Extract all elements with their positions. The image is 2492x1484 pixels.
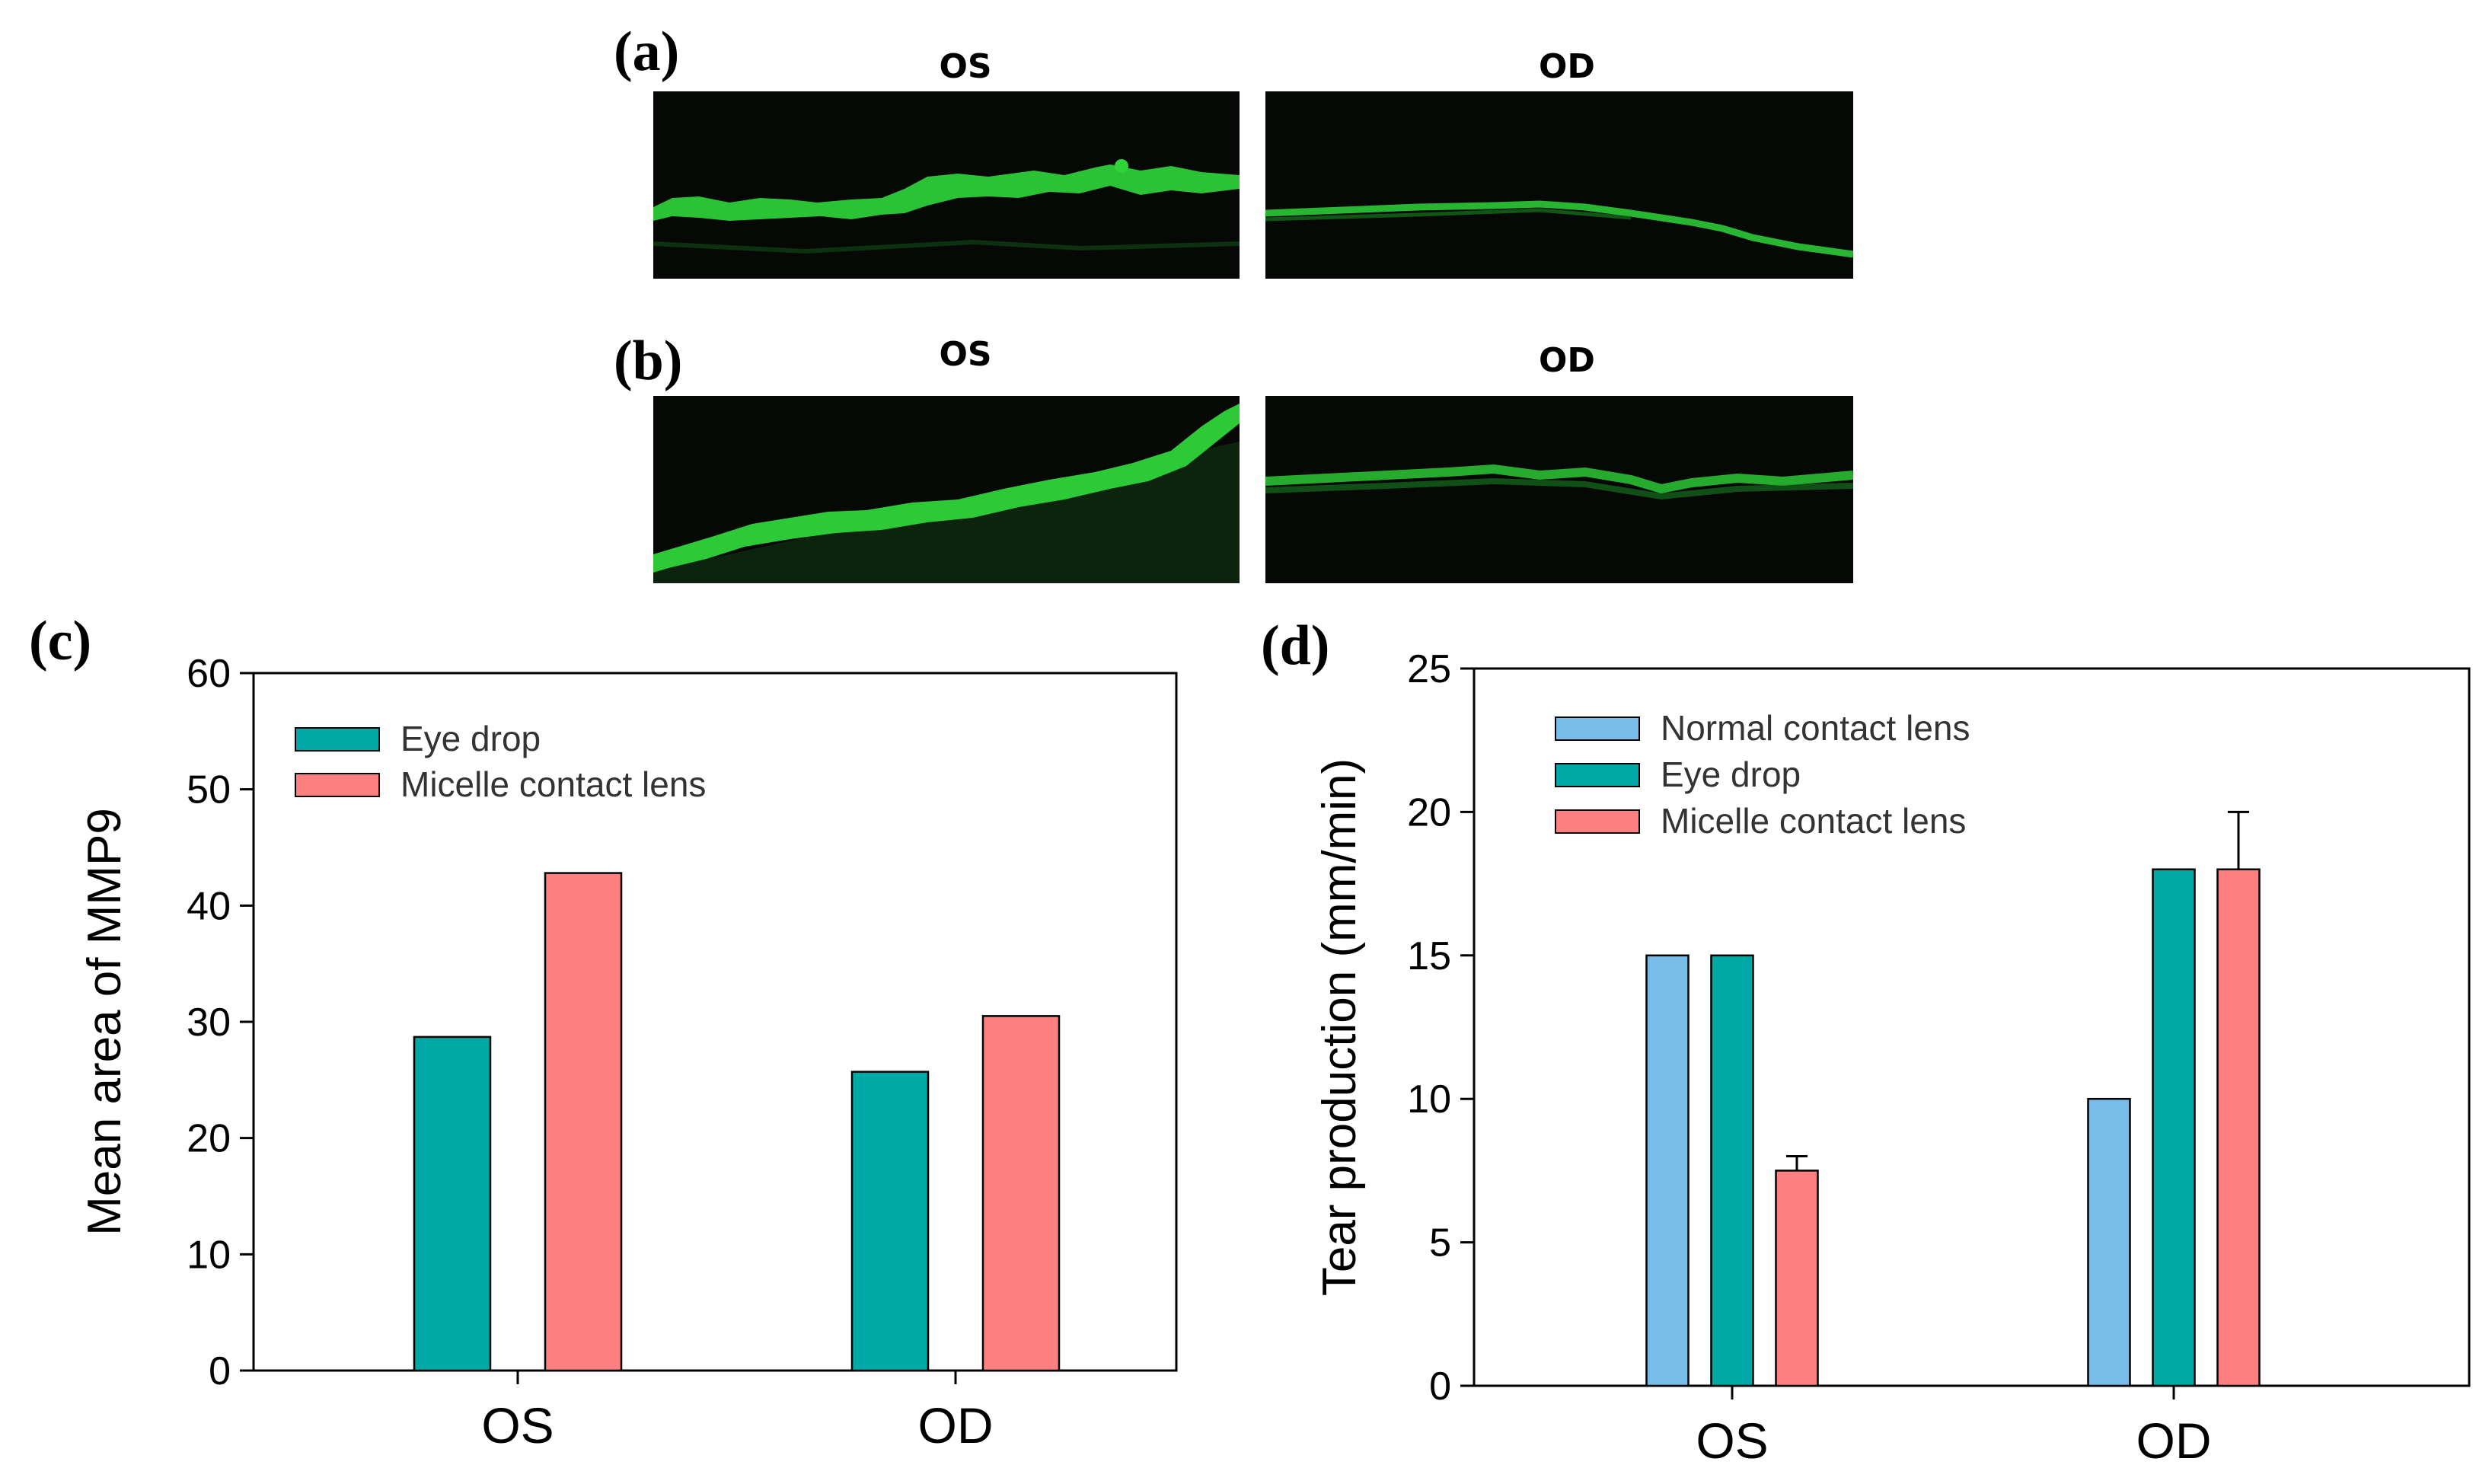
bar <box>413 1036 492 1372</box>
panel-a-right-title: OD <box>1539 47 1595 86</box>
y-tick-label: 40 <box>187 884 231 928</box>
bar <box>2152 868 2196 1387</box>
panel-b-left-title: OS <box>939 335 992 374</box>
y-tick-label: 20 <box>1407 790 1451 835</box>
legend-swatch <box>295 727 380 752</box>
legend-label: Micelle contact lens <box>400 764 706 804</box>
bar <box>544 872 623 1372</box>
panel-a-label: (a) <box>614 21 680 83</box>
bar <box>981 1015 1061 1372</box>
y-tick-label: 50 <box>187 768 231 812</box>
y-tick-label: 15 <box>1407 934 1451 978</box>
y-tick-label: 10 <box>1407 1077 1451 1122</box>
x-tick-label: OD <box>2136 1412 2212 1469</box>
panel-b-label: (b) <box>614 330 683 392</box>
x-tick-label: OD <box>918 1397 994 1454</box>
y-tick-label: 20 <box>187 1117 231 1161</box>
legend-label: Eye drop <box>400 719 541 758</box>
x-tick-label: OS <box>481 1397 554 1454</box>
chart-c-mmp9: 0 10 20 30 40 50 60 Mean area of MMP9 OS OD Eye dr… <box>78 652 1178 1454</box>
bar <box>1645 954 1690 1387</box>
legend-label: Normal contact lens <box>1661 708 1970 748</box>
legend-label: Micelle contact lens <box>1661 801 1966 841</box>
legend-swatch <box>1555 716 1640 741</box>
micrograph-b-os <box>653 396 1240 583</box>
legend-swatch <box>1555 809 1640 834</box>
y-tick-label: 30 <box>187 1001 231 1045</box>
bar <box>2216 868 2261 1387</box>
y-tick-label: 60 <box>187 652 231 696</box>
y-tick-label: 10 <box>187 1233 231 1277</box>
y-tick-label: 0 <box>209 1349 231 1393</box>
bar <box>2087 1097 2131 1387</box>
x-tick-label: OS <box>1696 1412 1768 1469</box>
legend-label: Eye drop <box>1661 755 1801 794</box>
panel-d-label: (d) <box>1261 614 1330 677</box>
y-axis-label: Tear production (mm/min) <box>1313 758 1366 1296</box>
y-axis-label: Mean area of MMP9 <box>78 808 131 1236</box>
bar <box>1775 1170 1819 1387</box>
panel-c-label: (c) <box>29 610 92 672</box>
bar <box>1710 954 1754 1387</box>
legend-swatch <box>1555 763 1640 787</box>
y-tick-label: 0 <box>1429 1364 1451 1409</box>
y-tick-label: 25 <box>1407 647 1451 691</box>
micrograph-a-os <box>653 91 1240 279</box>
chart-d-tear-production: 0 5 10 15 20 25 Tear production (mm/min) OS OD No… <box>1313 647 2471 1469</box>
micrograph-a-od <box>1265 91 1853 279</box>
bar <box>850 1071 930 1372</box>
micrograph-b-od <box>1265 396 1853 583</box>
panel-a-left-title: OS <box>939 47 992 86</box>
y-tick-label: 5 <box>1429 1221 1451 1265</box>
plot-frame <box>1473 667 2471 1387</box>
legend-swatch <box>295 773 380 797</box>
panel-b-right-title: OD <box>1539 341 1595 380</box>
